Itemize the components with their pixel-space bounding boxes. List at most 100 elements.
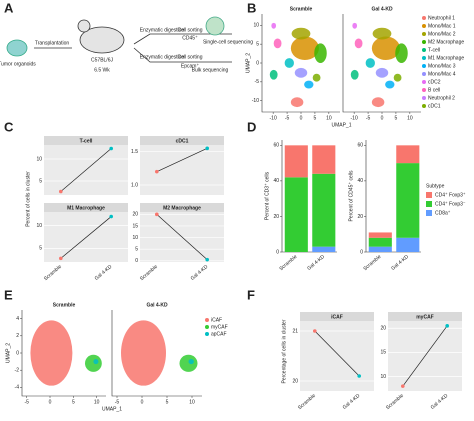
cluster-cloud	[385, 80, 395, 89]
cluster-cloud	[294, 67, 308, 78]
point	[109, 214, 113, 219]
point	[205, 257, 209, 262]
x-tick-label: 5	[166, 399, 169, 405]
legend-marker	[422, 64, 426, 68]
panel-title: Scramble	[290, 6, 313, 12]
y-tick-label: 15	[132, 223, 138, 229]
y-tick-label: 20	[380, 326, 386, 332]
legend-label: myCAF	[211, 324, 228, 330]
bar-segment	[312, 246, 336, 252]
facet-title: iCAF	[331, 314, 343, 320]
bar-segment	[396, 145, 420, 164]
facet-strip	[300, 312, 374, 321]
y-tick-label: 40	[357, 178, 363, 184]
panel-label: D	[247, 119, 256, 134]
y-tick-label: 10	[132, 235, 138, 241]
panel-title: Gal 4-KD	[371, 6, 393, 12]
cluster-cloud	[371, 97, 385, 108]
organoid	[6, 39, 28, 57]
schematic-label: C57BL/6J	[91, 57, 113, 63]
y-axis-label: UMAP_2	[5, 343, 11, 363]
point	[313, 329, 317, 333]
cluster-cloud	[354, 38, 363, 49]
point	[401, 384, 405, 388]
legend-marker	[422, 80, 426, 84]
cluster-cloud	[284, 58, 294, 68]
x-tick-label: 5	[395, 115, 398, 121]
plot-background	[300, 321, 374, 391]
y-axis-label: Percent of CD3⁺ cells	[264, 171, 270, 220]
x-tick-label: 10	[94, 399, 100, 405]
y-axis-label: Percentage of cells in cluster	[281, 319, 287, 383]
schematic-label: Tumor organoids	[0, 61, 36, 67]
legend-label: Neutrophil 1	[428, 15, 455, 21]
y-tick-label: 10	[36, 156, 42, 162]
legend-marker	[422, 48, 426, 52]
arrows	[34, 33, 232, 63]
y-tick-label: 0	[135, 258, 138, 264]
cluster-cloud	[271, 22, 277, 29]
facet-strip	[388, 312, 462, 321]
legend-marker	[422, 56, 426, 60]
y-tick-label: 20	[292, 378, 298, 384]
schematic-label: Enzymatic digestion	[140, 27, 185, 33]
y-tick-label: 0	[256, 60, 259, 66]
point	[109, 146, 113, 151]
legend-label: apCAF	[211, 331, 227, 337]
cluster-cloud	[179, 354, 198, 372]
schematic-label: Transplantation	[35, 40, 69, 46]
x-tick-label: 5	[72, 399, 75, 405]
x-tick-label: -5	[366, 115, 371, 121]
legend-swatch	[426, 201, 432, 207]
y-tick-label: 5	[39, 178, 42, 184]
bar-segment	[368, 246, 392, 252]
line	[156, 214, 208, 260]
y-tick-label: 0	[360, 249, 363, 255]
y-tick-label: -10	[252, 98, 259, 104]
legend-swatch	[426, 192, 432, 198]
legend-label: Mono/Mac 3	[428, 63, 456, 69]
facet-strip	[140, 136, 224, 145]
mouse-icon	[79, 26, 125, 54]
y-tick-label: 5	[39, 246, 42, 252]
schematic-label: CD45⁺	[182, 35, 198, 41]
panel-label: A	[4, 0, 14, 15]
cluster-cloud	[290, 36, 319, 61]
cluster-cloud	[372, 27, 392, 40]
y-tick-label: 60	[273, 143, 279, 149]
y-tick-label: 20	[273, 214, 279, 220]
axis-frame	[261, 14, 340, 113]
bar-segment	[312, 145, 336, 174]
x-tick-label: Gal 4-KD	[306, 254, 326, 272]
cluster-cloud	[375, 67, 389, 78]
schematic-label: Bulk sequencing	[192, 67, 229, 73]
x-tick-label: 10	[189, 399, 195, 405]
x-tick-label: -5	[24, 399, 29, 405]
legend-marker	[422, 24, 426, 28]
y-tick-label: 0	[276, 249, 279, 255]
x-tick-label: Gal 4-KD	[190, 264, 210, 282]
panel-label: E	[4, 287, 13, 302]
point	[445, 324, 450, 328]
x-tick-label: Scramble	[297, 393, 317, 411]
y-tick-label: 10	[253, 23, 259, 29]
panel-label: B	[247, 0, 256, 15]
cluster-cloud	[93, 359, 99, 365]
facet-strip	[140, 203, 224, 212]
y-axis-label: Percent of CD45⁺ cells	[348, 170, 354, 221]
facet-strip	[44, 136, 128, 145]
legend-marker	[205, 325, 209, 329]
x-tick-label: Scramble	[385, 393, 405, 411]
cluster-cloud	[352, 22, 358, 29]
cluster-cloud	[314, 43, 327, 63]
y-tick-label: 5	[256, 41, 259, 47]
y-tick-label: 15	[380, 350, 386, 356]
cluster-cloud	[273, 38, 282, 49]
cluster-cloud	[121, 320, 166, 386]
line	[60, 148, 112, 192]
bar-segment	[368, 237, 392, 247]
panel-label: F	[247, 287, 255, 302]
schematic-label: Epcam⁺	[181, 63, 200, 69]
cluster-cloud	[371, 36, 400, 61]
legend-label: CD4⁺ Foxp3⁺	[435, 192, 466, 198]
